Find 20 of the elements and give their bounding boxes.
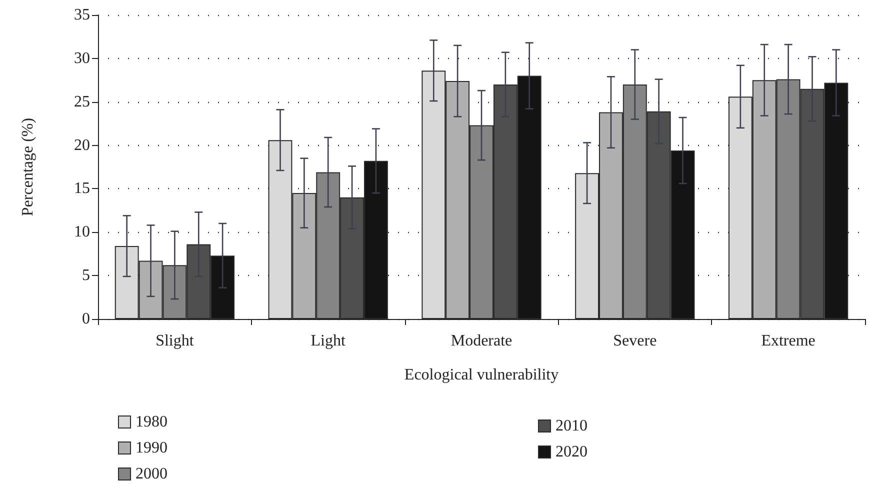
legend-label: 2010 [556, 418, 588, 434]
y-tick-label: 25 [74, 93, 90, 110]
legend-label: 2020 [556, 444, 588, 460]
y-tick-label: 35 [74, 6, 90, 24]
x-tick-label: Extreme [761, 332, 816, 350]
x-tick-label: Severe [613, 332, 657, 350]
x-tick-label: Slight [156, 332, 194, 350]
legend-label: 1990 [136, 440, 168, 456]
x-tick-label: Light [310, 332, 346, 350]
y-axis-title: Percentage (%) [20, 118, 36, 216]
y-tick-label: 20 [74, 136, 90, 154]
x-tick-label: Moderate [450, 332, 512, 350]
y-tick-label: 30 [74, 50, 90, 67]
legend-label: 2000 [136, 466, 168, 482]
legend-label: 1980 [136, 414, 168, 430]
y-tick-label: 5 [82, 267, 90, 284]
y-tick-label: 15 [74, 180, 90, 198]
x-axis-title: Ecological vulnerability [404, 366, 559, 384]
y-tick-label: 10 [74, 224, 90, 241]
y-tick-label: 0 [82, 310, 90, 328]
